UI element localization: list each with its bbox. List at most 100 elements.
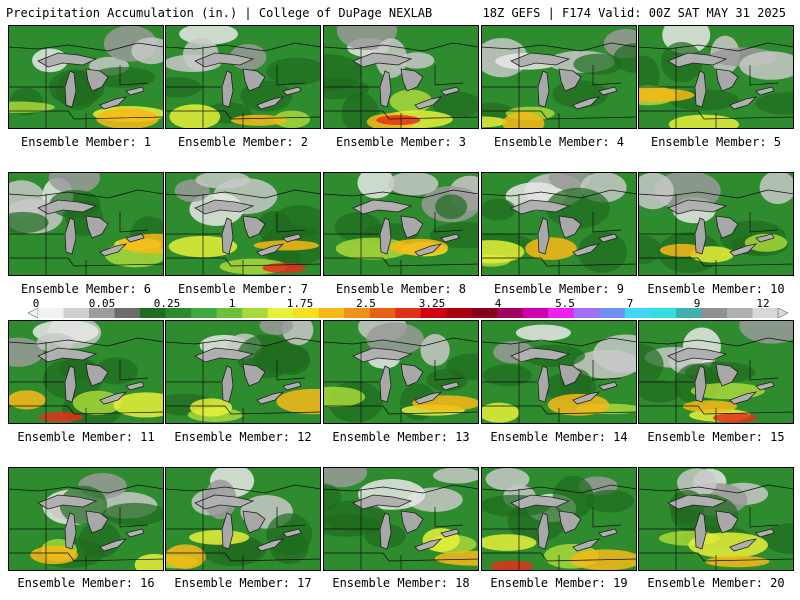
ensemble-member-label: Ensemble Member: 4 <box>493 135 625 149</box>
lake-erie <box>414 538 443 552</box>
colorbar-segment <box>522 308 549 318</box>
precip-map <box>481 172 637 276</box>
moderate-precip-area <box>481 198 516 221</box>
colorbar-segment <box>446 308 473 318</box>
ensemble-panel-3 <box>323 25 479 129</box>
colorbar-segment <box>395 308 422 318</box>
heavy-precip-area <box>189 398 233 417</box>
border-line <box>481 42 637 52</box>
lake-superior <box>352 494 413 510</box>
panel-frame <box>323 467 479 571</box>
heavy-precip-area <box>8 390 46 410</box>
lake-superior <box>194 199 255 215</box>
lake-superior <box>352 347 413 363</box>
lake-erie <box>99 96 128 110</box>
heavy-precip-area <box>502 111 545 129</box>
lake-ontario <box>440 381 460 391</box>
light-precip-area <box>387 172 439 196</box>
border-line <box>165 337 321 347</box>
light-precip-area <box>420 334 450 367</box>
lake-erie <box>414 391 443 405</box>
run-valid-time: 18Z GEFS | F174 Valid: 00Z SAT MAY 31 20… <box>482 6 786 20</box>
precip-map <box>8 25 164 129</box>
colorbar-segment <box>599 308 626 318</box>
lake-ontario <box>125 233 145 243</box>
heavy-precip-area <box>434 550 479 566</box>
moderate-precip-area <box>585 489 635 513</box>
colorbar-segment <box>573 308 600 318</box>
lake-superior <box>194 494 255 510</box>
ensemble-panel-11 <box>8 320 164 424</box>
heavy-precip-area <box>169 104 221 129</box>
state-line <box>165 405 321 415</box>
border-line <box>165 189 321 199</box>
lake-huron <box>242 215 266 239</box>
moderate-precip-area <box>435 194 468 220</box>
lake-michigan <box>221 70 234 108</box>
colorbar-segment <box>140 308 167 318</box>
lake-ontario <box>755 233 775 243</box>
lake-michigan <box>537 365 550 403</box>
lake-erie <box>729 391 758 405</box>
colorbar-segment <box>191 308 218 318</box>
heavy-precip-area <box>481 402 520 423</box>
lake-huron <box>85 215 109 239</box>
moderate-precip-area <box>8 211 49 234</box>
precip-map <box>323 320 479 424</box>
lake-erie <box>256 538 285 552</box>
lake-erie <box>256 391 285 405</box>
lake-erie <box>572 538 601 552</box>
colorbar-tick-label: 1.75 <box>286 297 314 310</box>
ensemble-panel-9 <box>481 172 637 276</box>
moderate-precip-area <box>638 55 660 96</box>
lake-ontario <box>755 528 775 538</box>
heavy-precip-area <box>688 532 768 558</box>
ensemble-panel-6 <box>8 172 164 276</box>
moderate-precip-area <box>578 231 628 273</box>
ensemble-panel-20 <box>638 467 794 571</box>
moderate-precip-area <box>638 380 682 403</box>
map-title: Precipitation Accumulation (in.) | Colle… <box>6 6 433 20</box>
light-precip-area <box>357 172 395 199</box>
border-line <box>481 189 637 199</box>
state-line <box>165 257 321 267</box>
border-line <box>638 337 794 347</box>
precip-map <box>481 320 637 424</box>
ensemble-panel-1 <box>8 25 164 129</box>
state-line <box>434 507 464 528</box>
state-line <box>119 65 149 86</box>
lake-superior <box>194 347 255 363</box>
lake-superior <box>510 347 571 363</box>
precip-map <box>165 467 321 571</box>
precip-map <box>8 467 164 571</box>
lake-erie <box>256 243 285 257</box>
moderate-precip-area <box>323 78 370 100</box>
lake-superior <box>667 347 728 363</box>
state-line <box>276 212 306 233</box>
heavy-precip-area <box>525 237 577 260</box>
state-line <box>165 110 321 120</box>
state-line <box>638 110 794 120</box>
ensemble-member-label: Ensemble Member: 14 <box>490 430 628 444</box>
heavy-precip-area <box>638 88 695 103</box>
precip-map <box>481 467 637 571</box>
ensemble-member-label: Ensemble Member: 8 <box>335 282 467 296</box>
lake-huron <box>242 68 266 92</box>
lake-erie <box>729 538 758 552</box>
moderate-precip-area <box>638 235 662 265</box>
panel-frame <box>638 320 794 424</box>
light-precip-area <box>48 172 101 194</box>
lake-superior <box>194 52 255 68</box>
colorbar-tick-label: 7 <box>626 297 634 310</box>
border-line <box>638 484 794 494</box>
ensemble-member-label: Ensemble Member: 12 <box>174 430 312 444</box>
border-line <box>8 189 164 199</box>
colorbar-segment <box>752 308 779 318</box>
lake-superior <box>667 494 728 510</box>
lake-michigan <box>64 70 77 108</box>
colorbar-segment <box>675 308 702 318</box>
colorbar-segment <box>548 308 575 318</box>
lake-huron <box>400 510 424 534</box>
heavy-precip-area <box>8 101 55 113</box>
lake-superior <box>510 494 571 510</box>
